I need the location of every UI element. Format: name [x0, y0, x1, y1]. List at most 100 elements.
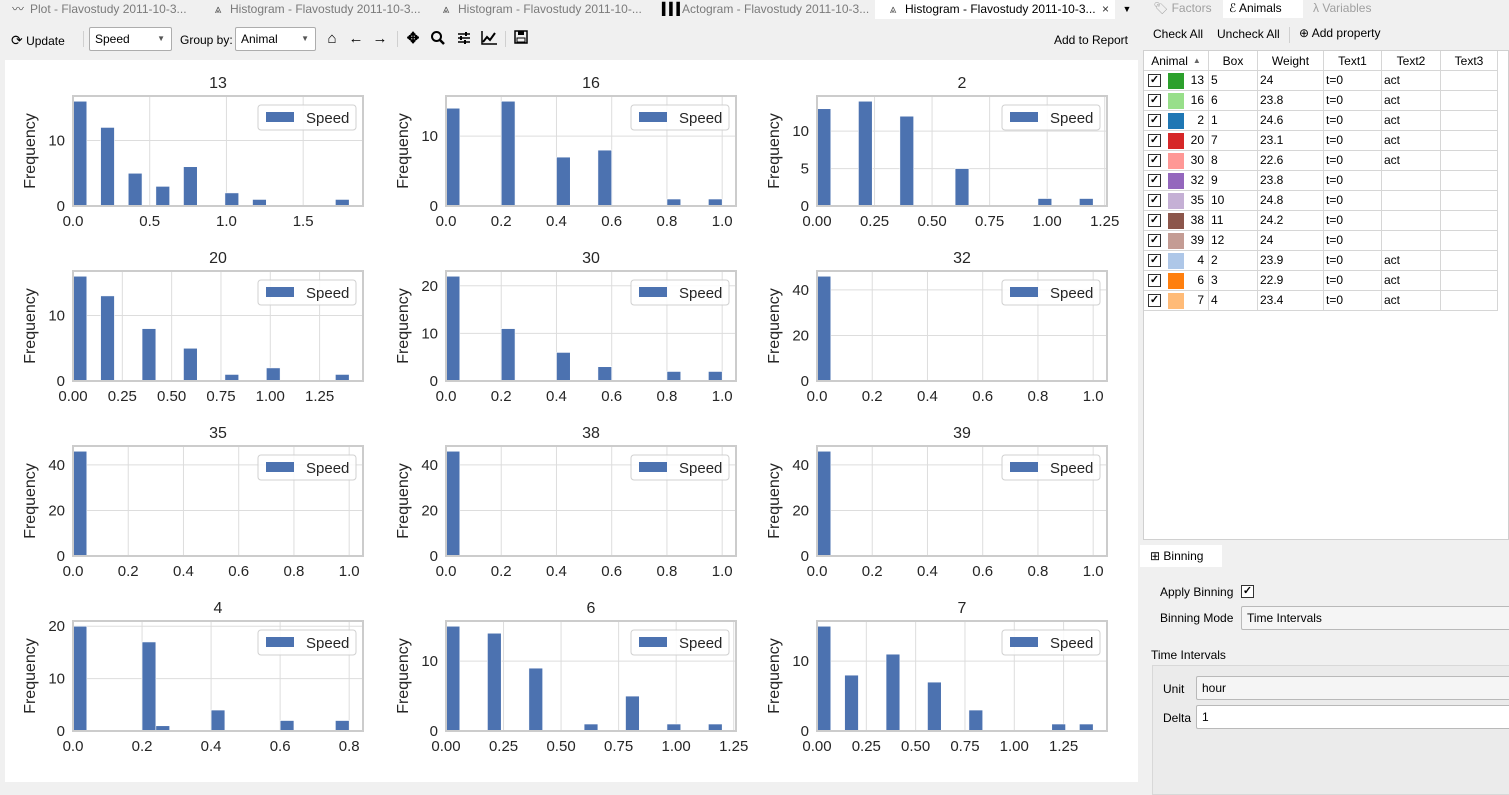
- animal-color-swatch[interactable]: [1168, 193, 1184, 209]
- cell-weight[interactable]: 24.2: [1258, 211, 1324, 231]
- save-icon[interactable]: [512, 30, 530, 48]
- cell-text1[interactable]: t=0: [1324, 171, 1382, 191]
- cell-text1[interactable]: t=0: [1324, 91, 1382, 111]
- uncheck-all-button[interactable]: Uncheck All: [1217, 27, 1280, 41]
- animal-color-swatch[interactable]: [1168, 93, 1184, 109]
- cell-text3[interactable]: [1441, 191, 1498, 211]
- animal-row-6[interactable]: ✓ 6: [1144, 271, 1209, 291]
- cell-text3[interactable]: [1441, 171, 1498, 191]
- cell-text2[interactable]: [1382, 231, 1441, 251]
- animal-checkbox[interactable]: ✓: [1148, 234, 1161, 247]
- animal-checkbox[interactable]: ✓: [1148, 294, 1161, 307]
- group-by-select[interactable]: Animal ▼: [235, 27, 316, 51]
- add-property-button[interactable]: ⊕ Add property: [1299, 26, 1380, 40]
- cell-box[interactable]: 2: [1209, 251, 1258, 271]
- cell-weight[interactable]: 23.8: [1258, 91, 1324, 111]
- cell-text2[interactable]: act: [1382, 131, 1441, 151]
- variable-select[interactable]: Speed ▼: [89, 27, 172, 51]
- animal-checkbox[interactable]: ✓: [1148, 274, 1161, 287]
- cell-text2[interactable]: [1382, 191, 1441, 211]
- animal-color-swatch[interactable]: [1168, 213, 1184, 229]
- binning-mode-select[interactable]: Time Intervals: [1241, 606, 1509, 630]
- animal-color-swatch[interactable]: [1168, 153, 1184, 169]
- cell-text1[interactable]: t=0: [1324, 151, 1382, 171]
- animal-row-13[interactable]: ✓ 13: [1144, 71, 1209, 91]
- cell-text2[interactable]: act: [1382, 291, 1441, 311]
- forward-icon[interactable]: →: [372, 30, 388, 47]
- tab-histogram-active[interactable]: ⩓ Histogram - Flavostudy 2011-10-3... ×: [875, 0, 1115, 19]
- delta-input[interactable]: 1: [1196, 705, 1509, 729]
- animal-color-swatch[interactable]: [1168, 233, 1184, 249]
- animal-checkbox[interactable]: ✓: [1148, 174, 1161, 187]
- cell-text1[interactable]: t=0: [1324, 71, 1382, 91]
- cell-box[interactable]: 9: [1209, 171, 1258, 191]
- cell-weight[interactable]: 24.6: [1258, 111, 1324, 131]
- cell-text1[interactable]: t=0: [1324, 271, 1382, 291]
- animal-color-swatch[interactable]: [1168, 293, 1184, 309]
- cell-text1[interactable]: t=0: [1324, 291, 1382, 311]
- cell-weight[interactable]: 24.8: [1258, 191, 1324, 211]
- column-header-box[interactable]: Box: [1209, 51, 1258, 71]
- side-tab-factors[interactable]: 🏷︎ Factors: [1147, 0, 1227, 18]
- apply-binning-checkbox[interactable]: ✓: [1241, 585, 1254, 598]
- cell-text3[interactable]: [1441, 151, 1498, 171]
- cell-weight[interactable]: 23.9: [1258, 251, 1324, 271]
- tab-histogram-2[interactable]: ⩓ Histogram - Flavostudy 2011-10-...: [428, 0, 652, 19]
- column-header-weight[interactable]: Weight: [1258, 51, 1324, 71]
- cell-text2[interactable]: act: [1382, 151, 1441, 171]
- animal-row-20[interactable]: ✓ 20: [1144, 131, 1209, 151]
- pan-icon[interactable]: ✥: [406, 30, 420, 47]
- cell-weight[interactable]: 23.4: [1258, 291, 1324, 311]
- cell-text2[interactable]: [1382, 171, 1441, 191]
- cell-box[interactable]: 11: [1209, 211, 1258, 231]
- cell-text3[interactable]: [1441, 111, 1498, 131]
- cell-text2[interactable]: act: [1382, 91, 1441, 111]
- cell-box[interactable]: 12: [1209, 231, 1258, 251]
- animal-color-swatch[interactable]: [1168, 173, 1184, 189]
- cell-text3[interactable]: [1441, 271, 1498, 291]
- close-tab-icon[interactable]: ×: [1101, 2, 1109, 16]
- cell-text2[interactable]: [1382, 211, 1441, 231]
- home-icon[interactable]: ⌂: [327, 30, 337, 47]
- animal-checkbox[interactable]: ✓: [1148, 94, 1161, 107]
- animal-row-32[interactable]: ✓ 32: [1144, 171, 1209, 191]
- tab-list-dropdown[interactable]: ▼: [1122, 4, 1132, 14]
- cell-box[interactable]: 10: [1209, 191, 1258, 211]
- cell-text2[interactable]: act: [1382, 251, 1441, 271]
- animal-checkbox[interactable]: ✓: [1148, 134, 1161, 147]
- tab-histogram-1[interactable]: ⩓ Histogram - Flavostudy 2011-10-3...: [200, 0, 428, 19]
- cell-weight[interactable]: 22.9: [1258, 271, 1324, 291]
- configure-subplots-icon[interactable]: [455, 30, 473, 48]
- add-to-report-button[interactable]: Add to Report: [1053, 33, 1128, 47]
- column-header-text2[interactable]: Text2: [1382, 51, 1441, 71]
- animal-color-swatch[interactable]: [1168, 273, 1184, 289]
- animal-row-7[interactable]: ✓ 7: [1144, 291, 1209, 311]
- animal-row-35[interactable]: ✓ 35: [1144, 191, 1209, 211]
- cell-text1[interactable]: t=0: [1324, 251, 1382, 271]
- cell-box[interactable]: 6: [1209, 91, 1258, 111]
- update-button[interactable]: ⟳ Update: [11, 29, 65, 51]
- column-header-text1[interactable]: Text1: [1324, 51, 1382, 71]
- animal-checkbox[interactable]: ✓: [1148, 254, 1161, 267]
- animal-checkbox[interactable]: ✓: [1148, 154, 1161, 167]
- cell-weight[interactable]: 24: [1258, 231, 1324, 251]
- cell-text3[interactable]: [1441, 291, 1498, 311]
- cell-text2[interactable]: act: [1382, 271, 1441, 291]
- cell-box[interactable]: 4: [1209, 291, 1258, 311]
- cell-text1[interactable]: t=0: [1324, 111, 1382, 131]
- cell-text3[interactable]: [1441, 71, 1498, 91]
- cell-box[interactable]: 7: [1209, 131, 1258, 151]
- check-all-button[interactable]: Check All: [1153, 27, 1204, 41]
- binning-tab[interactable]: ⊞ Binning: [1140, 545, 1222, 567]
- cell-text1[interactable]: t=0: [1324, 211, 1382, 231]
- animal-row-39[interactable]: ✓ 39: [1144, 231, 1209, 251]
- animal-color-swatch[interactable]: [1168, 253, 1184, 269]
- back-icon[interactable]: ←: [348, 30, 364, 47]
- animal-row-16[interactable]: ✓ 16: [1144, 91, 1209, 111]
- cell-text3[interactable]: [1441, 211, 1498, 231]
- animal-row-2[interactable]: ✓ 2: [1144, 111, 1209, 131]
- cell-box[interactable]: 5: [1209, 71, 1258, 91]
- cell-text3[interactable]: [1441, 131, 1498, 151]
- cell-text3[interactable]: [1441, 91, 1498, 111]
- cell-weight[interactable]: 23.8: [1258, 171, 1324, 191]
